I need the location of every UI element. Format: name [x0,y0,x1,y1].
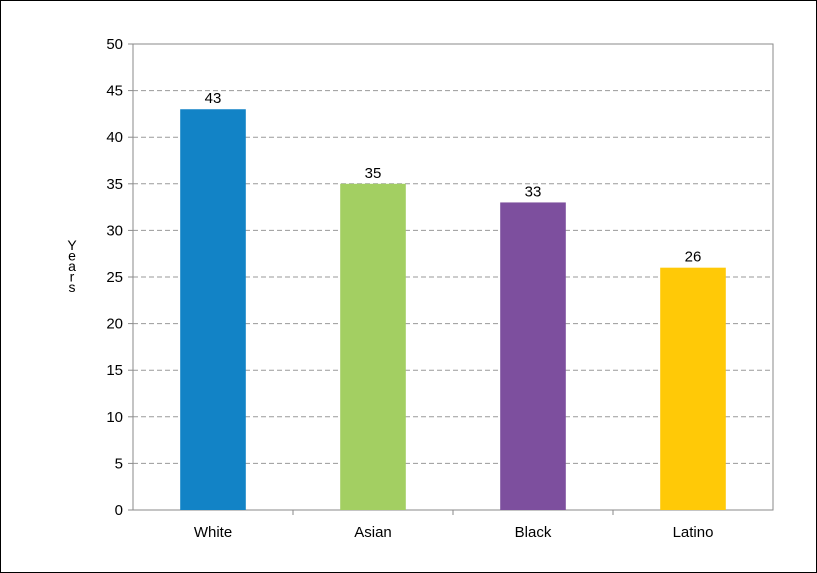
bar-asian [340,183,406,511]
bar-latino [660,267,726,510]
bars [180,109,726,511]
y-tick-label: 10 [106,409,123,426]
data-labels: 43 35 33 26 [205,90,702,265]
data-label: 26 [685,249,702,266]
y-tick-labels: 0 5 10 15 20 25 30 35 40 45 50 [106,36,123,519]
y-tick-label: 25 [106,269,123,286]
y-tick-label: 35 [106,176,123,193]
data-label: 35 [365,165,382,182]
bar-white [180,109,246,511]
y-tick-label: 20 [106,316,123,333]
y-tick-label: 30 [106,222,123,239]
y-tick-label: 45 [106,83,123,100]
x-tick-label: Black [515,524,552,541]
y-tick-label: 0 [115,502,123,519]
data-label: 43 [205,90,222,107]
x-tick-labels: White Asian Black Latino [194,524,714,541]
axes [128,43,774,515]
bar-black [500,202,566,510]
y-tick-label: 40 [106,129,123,146]
y-tick-label: 5 [115,455,123,472]
x-tick-label: Asian [354,524,392,541]
y-tick-label: 50 [106,36,123,53]
data-label: 33 [525,183,542,200]
x-tick-label: Latino [673,524,714,541]
x-tick-label: White [194,524,232,541]
y-tick-label: 15 [106,362,123,379]
